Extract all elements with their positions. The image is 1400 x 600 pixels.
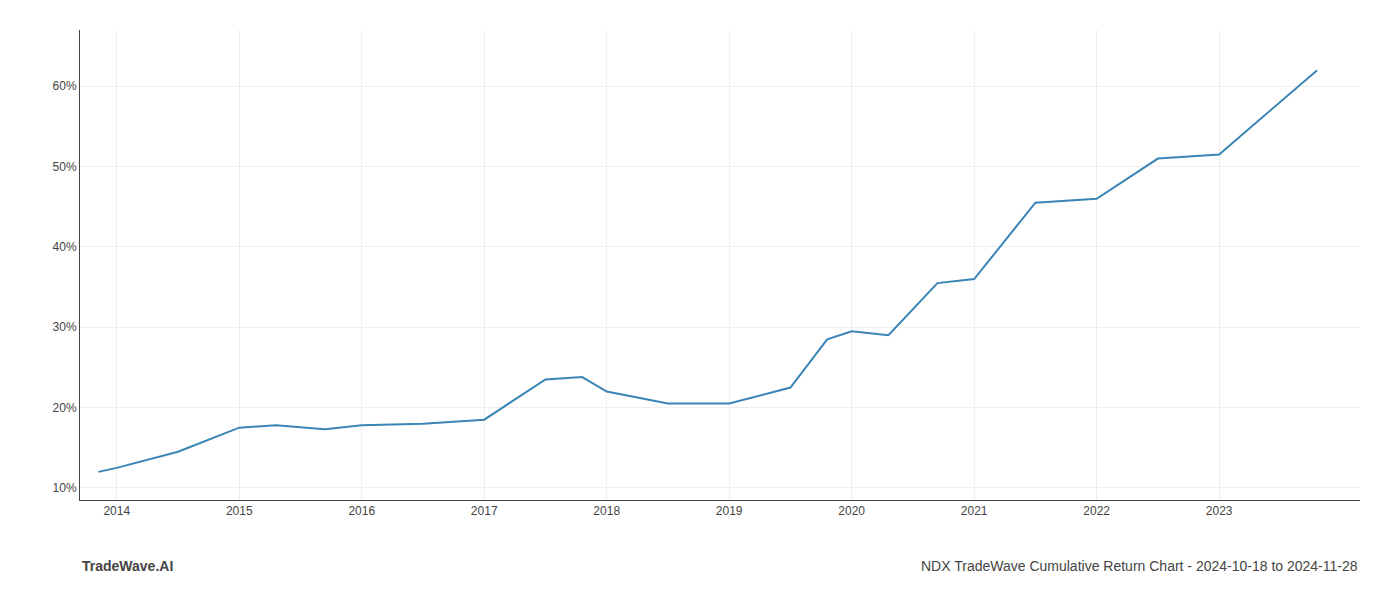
svg-text:50%: 50%: [53, 160, 77, 174]
svg-text:2016: 2016: [348, 504, 375, 518]
svg-text:2017: 2017: [471, 504, 498, 518]
svg-text:20%: 20%: [53, 401, 77, 415]
svg-text:40%: 40%: [53, 240, 77, 254]
svg-text:10%: 10%: [53, 481, 77, 495]
svg-text:2015: 2015: [226, 504, 253, 518]
svg-text:2021: 2021: [961, 504, 988, 518]
svg-text:2014: 2014: [103, 504, 130, 518]
svg-text:2020: 2020: [838, 504, 865, 518]
svg-text:2023: 2023: [1206, 504, 1233, 518]
svg-text:2022: 2022: [1083, 504, 1110, 518]
svg-text:2019: 2019: [716, 504, 743, 518]
svg-text:2018: 2018: [593, 504, 620, 518]
svg-text:30%: 30%: [53, 320, 77, 334]
svg-text:NDX TradeWave Cumulative Retur: NDX TradeWave Cumulative Return Chart - …: [921, 558, 1358, 574]
svg-text:TradeWave.AI: TradeWave.AI: [82, 558, 173, 574]
svg-text:60%: 60%: [53, 79, 77, 93]
